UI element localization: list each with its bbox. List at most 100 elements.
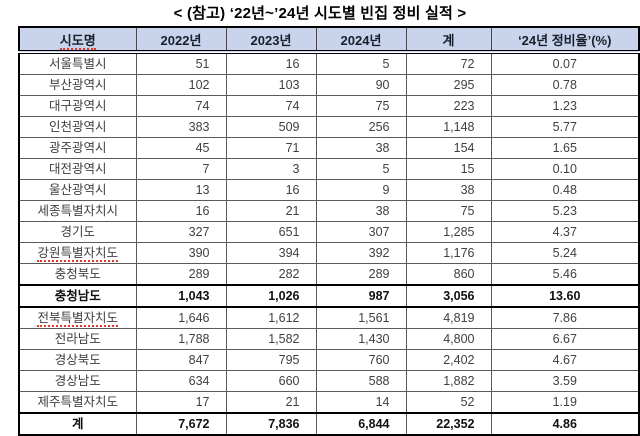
- value-cell: 4.37: [490, 221, 640, 243]
- value-cell: 760: [315, 349, 407, 371]
- region-cell: 대구광역시: [18, 95, 137, 117]
- value-cell: 660: [225, 370, 317, 392]
- table-row: 서울특별시 51 16 5 72 0.07: [18, 51, 640, 75]
- value-cell: 71: [225, 137, 317, 159]
- value-cell: 1,043: [135, 284, 227, 308]
- value-cell: 45: [135, 137, 227, 159]
- column-header: 2022년: [135, 26, 227, 54]
- value-cell: 5: [315, 158, 407, 180]
- value-cell: 90: [315, 74, 407, 96]
- region-cell: 경상남도: [18, 370, 137, 392]
- region-cell: 부산광역시: [18, 74, 137, 96]
- region-cell: 인천광역시: [18, 116, 137, 138]
- total-row: 계 7,672 7,836 6,844 22,352 4.86: [18, 412, 640, 436]
- value-cell: 14: [315, 391, 407, 414]
- value-cell: 1,561: [315, 306, 407, 329]
- value-cell: 3,056: [405, 284, 492, 308]
- table-row: 전북특별자치도 1,646 1,612 1,561 4,819 7.86: [18, 306, 640, 329]
- table-row: 경기도 327 651 307 1,285 4.37: [18, 221, 640, 243]
- region-cell: 충청북도: [18, 263, 137, 286]
- value-cell: 307: [315, 221, 407, 243]
- value-cell: 38: [315, 200, 407, 222]
- value-cell: 860: [405, 263, 492, 286]
- value-cell: 1.23: [490, 95, 640, 117]
- value-cell: 52: [405, 391, 492, 414]
- value-cell: 289: [315, 263, 407, 286]
- value-cell: 289: [135, 263, 227, 286]
- value-cell: 74: [135, 95, 227, 117]
- table-row: 대전광역시 7 3 5 15 0.10: [18, 158, 640, 180]
- value-cell: 588: [315, 370, 407, 392]
- table-row: 부산광역시 102 103 90 295 0.78: [18, 74, 640, 96]
- value-cell: 0.07: [490, 51, 640, 75]
- column-header: 2024년: [315, 26, 407, 54]
- table-row: 제주특별자치도 17 21 14 52 1.19: [18, 391, 640, 414]
- region-cell: 계: [18, 412, 137, 436]
- value-cell: 16: [225, 179, 317, 201]
- value-cell: 1,148: [405, 116, 492, 138]
- value-cell: 1,176: [405, 242, 492, 264]
- value-cell: 75: [405, 200, 492, 222]
- value-cell: 634: [135, 370, 227, 392]
- value-cell: 6,844: [315, 412, 407, 436]
- table-row: 충청남도 1,043 1,026 987 3,056 13.60: [18, 284, 640, 308]
- value-cell: 295: [405, 74, 492, 96]
- table-row: 인천광역시 383 509 256 1,148 5.77: [18, 116, 640, 138]
- value-cell: 1,430: [315, 328, 407, 350]
- value-cell: 154: [405, 137, 492, 159]
- value-cell: 282: [225, 263, 317, 286]
- value-cell: 7.86: [490, 306, 640, 329]
- column-header: 2023년: [225, 26, 317, 54]
- value-cell: 38: [405, 179, 492, 201]
- value-cell: 7,836: [225, 412, 317, 436]
- region-cell: 울산광역시: [18, 179, 137, 201]
- value-cell: 5: [315, 51, 407, 75]
- value-cell: 3.59: [490, 370, 640, 392]
- value-cell: 509: [225, 116, 317, 138]
- value-cell: 7,672: [135, 412, 227, 436]
- value-cell: 13: [135, 179, 227, 201]
- value-cell: 987: [315, 284, 407, 308]
- value-cell: 4.67: [490, 349, 640, 371]
- value-cell: 392: [315, 242, 407, 264]
- value-cell: 1,612: [225, 306, 317, 329]
- value-cell: 1,026: [225, 284, 317, 308]
- value-cell: 9: [315, 179, 407, 201]
- value-cell: 383: [135, 116, 227, 138]
- table-row: 강원특별자치도 390 394 392 1,176 5.24: [18, 242, 640, 264]
- table-row: 충청북도 289 282 289 860 5.46: [18, 263, 640, 286]
- value-cell: 72: [405, 51, 492, 75]
- region-cell: 전라남도: [18, 328, 137, 350]
- column-header: 계: [405, 26, 492, 54]
- value-cell: 3: [225, 158, 317, 180]
- value-cell: 0.48: [490, 179, 640, 201]
- table-row: 경상북도 847 795 760 2,402 4.67: [18, 349, 640, 371]
- value-cell: 5.24: [490, 242, 640, 264]
- table-row: 대구광역시 74 74 75 223 1.23: [18, 95, 640, 117]
- value-cell: 7: [135, 158, 227, 180]
- value-cell: 0.78: [490, 74, 640, 96]
- value-cell: 16: [225, 51, 317, 75]
- header-row: 시도명 2022년 2023년 2024년 계 ‘24년 정비율’(%): [18, 26, 640, 54]
- region-cell: 서울특별시: [18, 51, 137, 75]
- value-cell: 1,646: [135, 306, 227, 329]
- value-cell: 1,788: [135, 328, 227, 350]
- region-cell: 전북특별자치도: [18, 306, 137, 329]
- table-row: 세종특별자치시 16 21 38 75 5.23: [18, 200, 640, 222]
- region-cell: 대전광역시: [18, 158, 137, 180]
- region-cell: 광주광역시: [18, 137, 137, 159]
- value-cell: 327: [135, 221, 227, 243]
- value-cell: 74: [225, 95, 317, 117]
- column-header: ‘24년 정비율’(%): [490, 26, 640, 54]
- value-cell: 256: [315, 116, 407, 138]
- value-cell: 4,800: [405, 328, 492, 350]
- value-cell: 21: [225, 200, 317, 222]
- value-cell: 13.60: [490, 284, 640, 308]
- value-cell: 4.86: [490, 412, 640, 436]
- value-cell: 6.67: [490, 328, 640, 350]
- value-cell: 15: [405, 158, 492, 180]
- table-row: 울산광역시 13 16 9 38 0.48: [18, 179, 640, 201]
- page-title: < (참고) ‘22년~’24년 시도별 빈집 정비 실적 >: [173, 5, 467, 22]
- table-body: 서울특별시 51 16 5 72 0.07 부산광역시 102 103 90 295 0.78 대구광역…: [18, 51, 640, 436]
- value-cell: 1,882: [405, 370, 492, 392]
